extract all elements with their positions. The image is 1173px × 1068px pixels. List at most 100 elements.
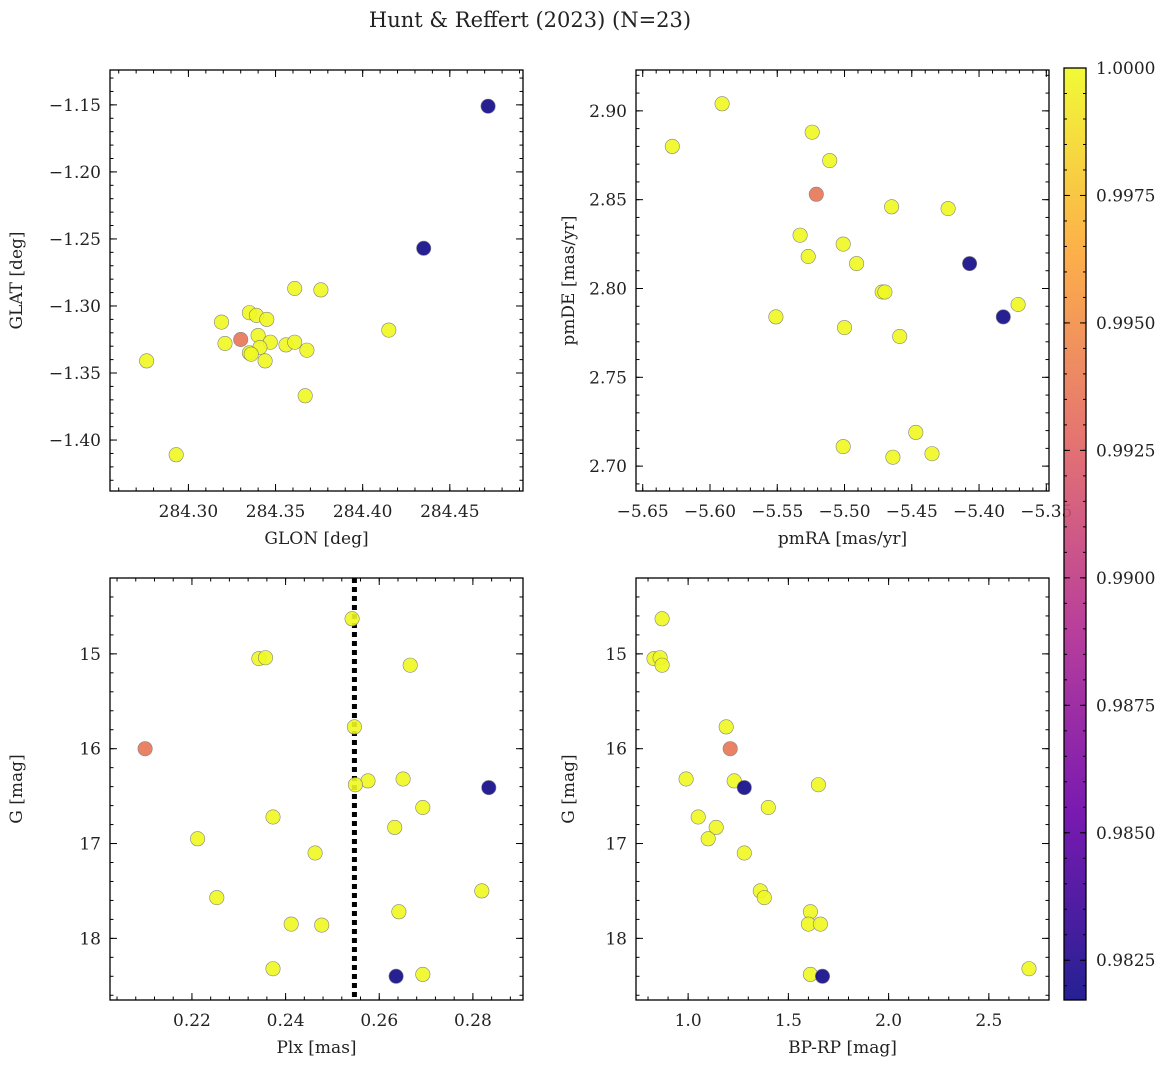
y-tick-label: 17 bbox=[79, 835, 101, 855]
y-axis-label: G [mag] bbox=[559, 754, 579, 823]
scatter-point bbox=[190, 831, 206, 847]
y-tick-label: 2.85 bbox=[589, 191, 627, 211]
scatter-point bbox=[257, 353, 273, 369]
scatter-point bbox=[137, 741, 153, 757]
scatter-point bbox=[654, 657, 670, 673]
scatter-point bbox=[700, 831, 716, 847]
scatter-point bbox=[708, 819, 724, 835]
scatter-point bbox=[768, 309, 784, 325]
scatter-point bbox=[139, 353, 155, 369]
x-tick-label: −5.40 bbox=[953, 502, 1005, 522]
figure-title: Hunt & Reffert (2023) (N=23) bbox=[369, 8, 691, 32]
y-axis-label: G [mag] bbox=[7, 754, 27, 823]
x-tick-label: −5.45 bbox=[886, 502, 938, 522]
scatter-point bbox=[299, 342, 315, 358]
x-tick-label: −5.65 bbox=[617, 502, 669, 522]
scatter-point bbox=[346, 719, 362, 735]
scatter-point bbox=[802, 904, 818, 920]
scatter-point bbox=[313, 282, 329, 298]
scatter-point bbox=[1010, 296, 1026, 312]
y-tick-label: −1.35 bbox=[49, 364, 101, 384]
scatter-point bbox=[314, 917, 330, 933]
scatter-point bbox=[736, 845, 752, 861]
x-tick-label: −5.35 bbox=[1020, 502, 1072, 522]
panel-glon-glat: 284.30 284.35 284.40 284.45 −1.15 −1.20 −1.25 −… bbox=[7, 69, 524, 549]
y-tick-label: 18 bbox=[605, 929, 627, 949]
scatter-point bbox=[995, 309, 1011, 325]
y-tick-label: −1.20 bbox=[49, 163, 101, 183]
scatter-point bbox=[690, 809, 706, 825]
scatter-points bbox=[137, 611, 497, 984]
scatter-point bbox=[718, 719, 734, 735]
scatter-point bbox=[265, 961, 281, 977]
y-tick-label: 2.70 bbox=[589, 457, 627, 477]
colorbar-tick-label: 0.9900 bbox=[1096, 569, 1155, 589]
x-tick-label: 2.0 bbox=[875, 1011, 902, 1031]
scatter-point bbox=[849, 256, 865, 272]
scatter-point bbox=[835, 236, 851, 252]
scatter-point bbox=[416, 240, 432, 256]
panel-plx-g: 0.22 0.24 0.26 0.28 15 16 17 18 Plx [mas] G [mag] bbox=[7, 577, 524, 1058]
x-tick-label: 284.35 bbox=[246, 502, 305, 522]
y-tick-label: 17 bbox=[605, 835, 627, 855]
scatter-point bbox=[962, 256, 978, 272]
scatter-point bbox=[808, 186, 824, 202]
scatter-point bbox=[347, 777, 363, 793]
scatter-point bbox=[940, 201, 956, 217]
panels: 284.30 284.35 284.40 284.45 −1.15 −1.20 −1.25 −… bbox=[7, 69, 1072, 1058]
scatter-point bbox=[1021, 961, 1037, 977]
axes-frame bbox=[635, 577, 1050, 1001]
colorbar-tick-label: 0.9925 bbox=[1096, 441, 1155, 461]
scatter-point bbox=[395, 771, 411, 787]
scatter-point bbox=[474, 883, 490, 899]
colorbar-tick-label: 0.9950 bbox=[1096, 314, 1155, 334]
y-tick-label: 2.90 bbox=[589, 102, 627, 122]
y-tick-label: 16 bbox=[79, 740, 101, 760]
y-tick-label: −1.15 bbox=[49, 96, 101, 116]
scatter-point bbox=[885, 449, 901, 465]
scatter-points bbox=[664, 96, 1026, 465]
scatter-point bbox=[814, 968, 830, 984]
y-tick-label: 2.75 bbox=[589, 368, 627, 388]
x-tick-label: 0.28 bbox=[454, 1011, 492, 1031]
x-axis-label: pmRA [mas/yr] bbox=[778, 529, 907, 549]
scatter-point bbox=[307, 845, 323, 861]
scatter-point bbox=[736, 780, 752, 796]
axes-frame bbox=[109, 69, 524, 492]
colorbar-tick-label: 0.9825 bbox=[1096, 951, 1155, 971]
scatter-point bbox=[259, 311, 275, 327]
panel-bprp-g: 1.0 1.5 2.0 2.5 15 16 17 18 BP-RP [mag] G [mag] bbox=[559, 577, 1050, 1058]
scatter-point bbox=[391, 904, 407, 920]
scatter-point bbox=[481, 780, 497, 796]
x-tick-label: 0.26 bbox=[360, 1011, 398, 1031]
colorbar-tick-label: 0.9975 bbox=[1096, 186, 1155, 206]
x-tick-label: 1.0 bbox=[675, 1011, 702, 1031]
axes-frame bbox=[635, 69, 1050, 492]
scatter-point bbox=[217, 335, 233, 351]
scatter-point bbox=[265, 809, 281, 825]
y-tick-label: 2.80 bbox=[589, 279, 627, 299]
x-axis-label: GLON [deg] bbox=[264, 529, 368, 549]
panel-pmra-pmde: −5.65 −5.60 −5.55 −5.50 −5.45 −5.40 −5.35 2.70 2… bbox=[559, 69, 1072, 549]
colorbar: 0.9825 0.9850 0.9875 0.9900 0.9925 0.9950 0.99… bbox=[1063, 59, 1155, 1001]
scatter-point bbox=[664, 138, 680, 154]
y-tick-label: −1.30 bbox=[49, 297, 101, 317]
scatter-point bbox=[381, 322, 397, 338]
scatter-point bbox=[714, 96, 730, 112]
scatter-point bbox=[800, 249, 816, 265]
scatter-point bbox=[297, 388, 313, 404]
x-tick-label: 284.45 bbox=[420, 502, 479, 522]
scatter-point bbox=[804, 124, 820, 140]
scatter-point bbox=[892, 328, 908, 344]
scatter-point bbox=[360, 773, 376, 789]
scatter-point bbox=[257, 650, 273, 666]
y-tick-label: 18 bbox=[79, 929, 101, 949]
scatter-point bbox=[415, 966, 431, 982]
colorbar-tick-label: 0.9850 bbox=[1096, 824, 1155, 844]
scatter-point bbox=[287, 334, 303, 350]
scatter-point bbox=[792, 227, 808, 243]
scatter-point bbox=[760, 799, 776, 815]
scatter-point bbox=[214, 314, 230, 330]
scatter-point bbox=[678, 771, 694, 787]
